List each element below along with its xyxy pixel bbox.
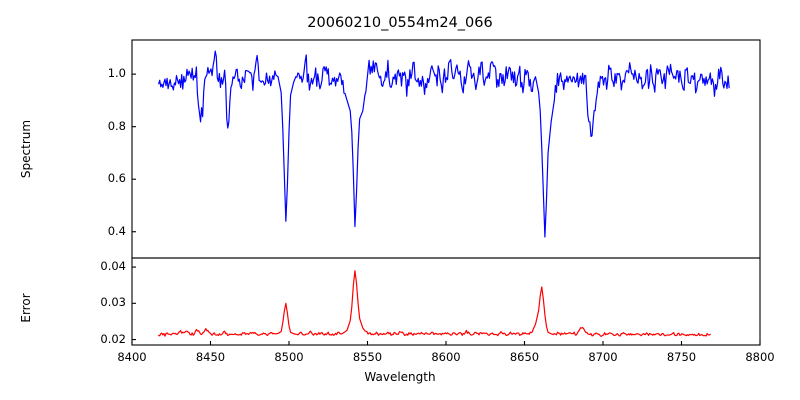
y-spectrum-tick-label: 1.0 (107, 66, 126, 81)
y-spectrum-tick-label: 0.4 (107, 223, 126, 238)
x-axis-tick-label: 8500 (274, 350, 304, 364)
y-spectrum-tick-label: 0.6 (107, 171, 126, 186)
y-error-tick-label: 0.02 (100, 331, 126, 346)
error-line (158, 270, 711, 337)
spectrum-trace-group (158, 50, 730, 238)
x-axis-tick-label: 8450 (195, 350, 226, 364)
x-axis-tick-label: 8800 (745, 350, 775, 364)
y-error-tick-label: 0.04 (100, 259, 126, 274)
spectrum-line (158, 50, 730, 238)
y-axis-label-spectrum: Spectrum (19, 119, 33, 179)
x-axis-label: Wavelength (364, 370, 436, 384)
x-axis-tick-label: 8600 (431, 350, 461, 364)
x-axis-tick-label: 8400 (117, 350, 147, 364)
x-axis-tick-label: 8700 (588, 350, 618, 364)
y-error-tick-label: 0.03 (100, 295, 126, 310)
error-trace-group (158, 270, 711, 337)
y-spectrum-tick-label: 0.8 (107, 118, 126, 133)
figure-title: 20060210_0554m24_066 (307, 15, 493, 31)
y-axis-label-error: Error (19, 293, 33, 323)
x-axis-tick-label: 8750 (666, 350, 697, 364)
x-axis-tick-label: 8550 (352, 350, 383, 364)
spectrum-panel-frame (131, 39, 761, 259)
error-panel-frame (131, 257, 761, 346)
x-axis-tick-label: 8650 (509, 350, 540, 364)
